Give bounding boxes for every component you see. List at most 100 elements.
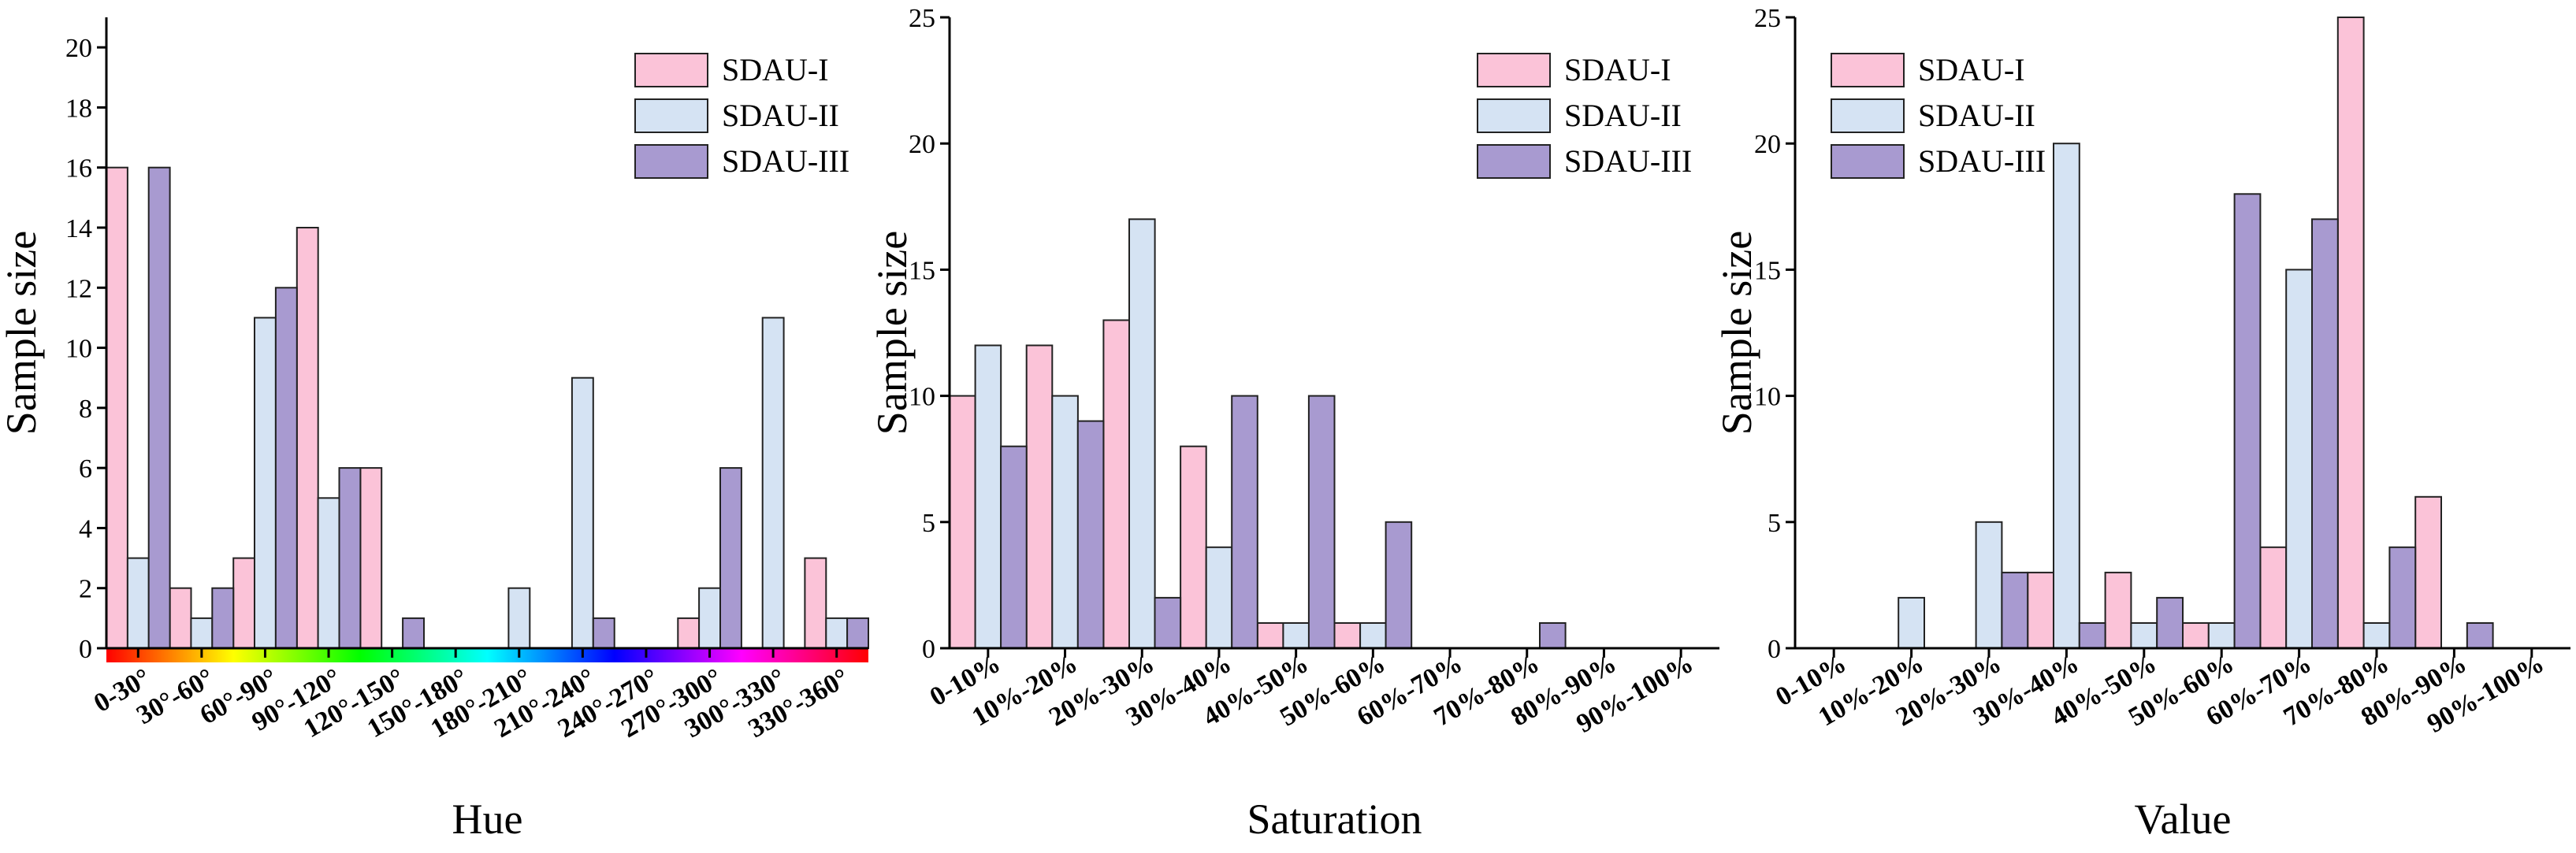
- hue-histogram: 024681012141618200-30°30°-60°60°-90°90°-…: [0, 17, 869, 843]
- bar-hue-sdau-iii-2: [274, 287, 298, 649]
- bar-value-sdau-iii-4: [2156, 596, 2184, 650]
- bar-value-sdau-i-3: [2027, 571, 2054, 650]
- bar-hue-sdau-ii-3: [317, 497, 340, 649]
- legend-swatch-sdau-ii: [1477, 98, 1551, 133]
- legend-label-sdau-ii: SDAU-II: [1564, 98, 1682, 133]
- legend-swatch-sdau-iii: [1831, 144, 1905, 179]
- y-tick-label: 20: [909, 130, 935, 159]
- bar-hue-sdau-i-0: [106, 166, 128, 649]
- bar-saturation-sdau-i-5: [1333, 622, 1362, 649]
- legend-swatch-sdau-i: [1831, 53, 1905, 87]
- y-tick-label: 10: [909, 383, 935, 412]
- bar-saturation-sdau-iii-7: [1539, 622, 1567, 649]
- legend-label-sdau-iii: SDAU-III: [1918, 143, 2046, 179]
- y-tick-label: 0: [922, 635, 935, 664]
- y-tick-label: 20: [65, 34, 92, 63]
- bar-saturation-sdau-ii-2: [1128, 218, 1156, 649]
- legend-swatch-sdau-ii: [1831, 98, 1905, 133]
- bar-saturation-sdau-ii-3: [1205, 546, 1233, 649]
- y-tick-label: 8: [79, 395, 92, 424]
- bar-value-sdau-ii-3: [2053, 143, 2080, 649]
- bar-hue-sdau-i-3: [296, 227, 319, 649]
- bar-value-sdau-ii-6: [2285, 269, 2313, 649]
- y-tick-label: 15: [1754, 256, 1781, 285]
- bar-value-sdau-iii-2: [2001, 571, 2029, 650]
- bar-hue-sdau-i-1: [169, 587, 192, 650]
- y-tick-label: 16: [65, 154, 92, 184]
- y-axis-title: Sample size: [868, 231, 916, 435]
- saturation-histogram: 05101520250-10%10%-20%20%-30%30%-40%40%-…: [868, 4, 1719, 843]
- bar-value-sdau-iii-8: [2466, 622, 2494, 649]
- bar-saturation-sdau-iii-2: [1154, 596, 1182, 650]
- legend-label-sdau-i: SDAU-I: [1564, 52, 1671, 87]
- bar-value-sdau-iii-7: [2388, 546, 2417, 649]
- bar-saturation-sdau-i-3: [1180, 445, 1207, 649]
- y-axis-title: Sample size: [1713, 231, 1760, 435]
- bar-value-sdau-ii-4: [2130, 622, 2158, 649]
- legend-label-sdau-ii: SDAU-II: [1918, 98, 2035, 133]
- legend-swatch-sdau-iii: [1477, 144, 1551, 179]
- bar-saturation-sdau-iii-0: [1000, 445, 1028, 649]
- bar-hue-sdau-ii-1: [190, 617, 214, 650]
- bar-saturation-sdau-i-2: [1102, 319, 1131, 649]
- y-tick-label: 20: [1754, 130, 1781, 159]
- bar-hue-sdau-iii-9: [719, 467, 742, 649]
- bar-saturation-sdau-ii-1: [1051, 395, 1079, 649]
- bar-value-sdau-ii-5: [2207, 622, 2236, 649]
- legend-label-sdau-i: SDAU-I: [722, 52, 829, 87]
- y-tick-label: 6: [79, 454, 92, 484]
- y-axis-title: Sample size: [0, 231, 45, 435]
- bar-value-sdau-i-8: [2414, 495, 2442, 649]
- y-tick-label: 12: [65, 274, 92, 303]
- bar-saturation-sdau-i-4: [1256, 622, 1284, 649]
- y-tick-label: 4: [79, 514, 92, 543]
- x-axis-title: Saturation: [1247, 796, 1422, 843]
- bar-saturation-sdau-iii-3: [1231, 395, 1258, 649]
- bar-saturation-sdau-ii-4: [1282, 622, 1310, 649]
- y-tick-label: 5: [1768, 509, 1781, 538]
- legend-swatch-sdau-i: [634, 53, 708, 87]
- x-axis-title: Hue: [452, 796, 523, 843]
- legend-label-sdau-i: SDAU-I: [1918, 52, 2025, 87]
- bar-hue-sdau-ii-9: [698, 587, 721, 650]
- bar-hue-sdau-iii-0: [147, 166, 171, 649]
- bar-value-sdau-i-5: [2182, 622, 2210, 649]
- bar-hue-sdau-iii-11: [846, 617, 869, 650]
- value-histogram: 05101520250-10%10%-20%20%-30%30%-40%40%-…: [1713, 4, 2570, 843]
- bar-value-sdau-iii-5: [2233, 193, 2262, 650]
- legend-label-sdau-iii: SDAU-III: [722, 143, 849, 179]
- bar-saturation-sdau-ii-5: [1359, 622, 1387, 649]
- y-tick-label: 15: [909, 256, 935, 285]
- bar-saturation-sdau-ii-0: [974, 344, 1002, 649]
- y-tick-label: 25: [1754, 4, 1781, 33]
- bar-hue-sdau-iii-3: [338, 467, 362, 649]
- legend: SDAU-I SDAU-II SDAU-III: [1831, 52, 2046, 179]
- bar-value-sdau-i-4: [2104, 571, 2132, 650]
- x-axis-title: Value: [2135, 796, 2232, 843]
- bar-value-sdau-i-7: [2336, 17, 2365, 649]
- bar-hue-sdau-iii-1: [211, 587, 235, 650]
- bar-saturation-sdau-iii-4: [1307, 395, 1336, 649]
- bar-saturation-sdau-i-0: [949, 395, 976, 649]
- y-tick-label: 2: [79, 575, 92, 604]
- y-tick-label: 0: [79, 635, 92, 664]
- bar-hue-sdau-ii-0: [126, 557, 150, 649]
- bar-hue-sdau-i-4: [359, 467, 383, 649]
- legend-swatch-sdau-iii: [634, 144, 708, 179]
- bar-value-sdau-ii-7: [2362, 622, 2391, 649]
- bar-value-sdau-i-6: [2259, 546, 2288, 649]
- bar-value-sdau-iii-6: [2311, 218, 2339, 649]
- bar-value-sdau-ii-2: [1975, 521, 2003, 649]
- bar-hue-sdau-iii-7: [592, 617, 615, 650]
- legend-label-sdau-iii: SDAU-III: [1564, 143, 1692, 179]
- y-tick-label: 0: [1768, 635, 1781, 664]
- y-tick-label: 14: [65, 214, 92, 243]
- bar-hue-sdau-iii-4: [402, 617, 426, 650]
- bar-hue-sdau-ii-2: [254, 317, 277, 649]
- bar-hue-sdau-ii-10: [761, 317, 785, 649]
- legend-swatch-sdau-ii: [634, 98, 708, 133]
- bar-hue-sdau-i-11: [804, 557, 827, 649]
- bar-value-sdau-iii-3: [2078, 622, 2106, 649]
- y-tick-label: 18: [65, 94, 92, 123]
